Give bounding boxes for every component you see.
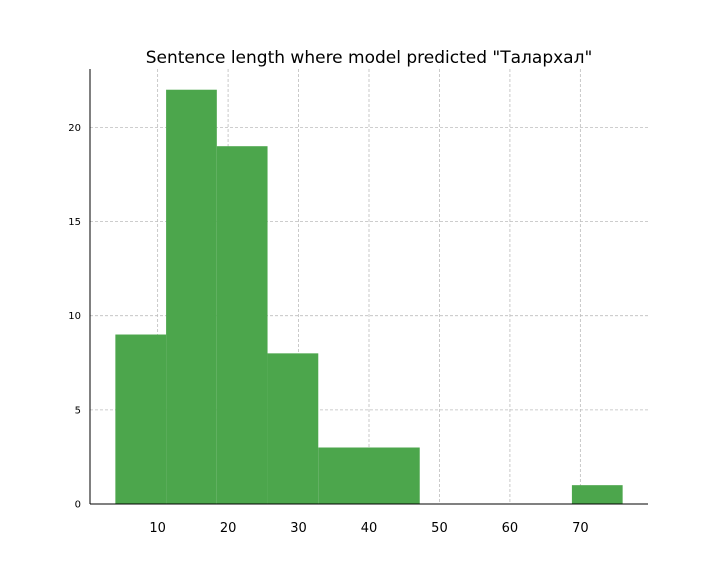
histogram-bar — [571, 485, 623, 504]
y-tick-label: 10 — [68, 311, 81, 322]
x-tick-label: 50 — [431, 521, 448, 536]
histogram-bar — [115, 334, 167, 504]
histogram-bar — [166, 89, 217, 504]
x-tick-label: 20 — [220, 521, 237, 536]
y-tick-label: 15 — [68, 217, 81, 228]
histogram-bar — [369, 447, 420, 504]
y-tick-label: 5 — [75, 405, 81, 416]
chart-title: Sentence length where model predicted "Т… — [146, 48, 593, 68]
histogram-bars — [115, 89, 623, 504]
x-axis-ticks: 10 20 30 40 50 60 70 — [149, 521, 588, 536]
histogram-bar — [216, 146, 268, 504]
y-axis-ticks: 0 5 10 15 20 — [68, 123, 81, 511]
histogram-bar — [267, 353, 319, 504]
y-tick-label: 20 — [68, 123, 81, 134]
x-tick-label: 60 — [502, 521, 519, 536]
x-tick-label: 30 — [290, 521, 307, 536]
y-tick-label: 0 — [75, 500, 81, 511]
axes — [89, 69, 648, 505]
x-tick-label: 40 — [361, 521, 378, 536]
histogram-bar — [318, 447, 369, 504]
x-tick-label: 10 — [149, 521, 166, 536]
x-tick-label: 70 — [572, 521, 589, 536]
